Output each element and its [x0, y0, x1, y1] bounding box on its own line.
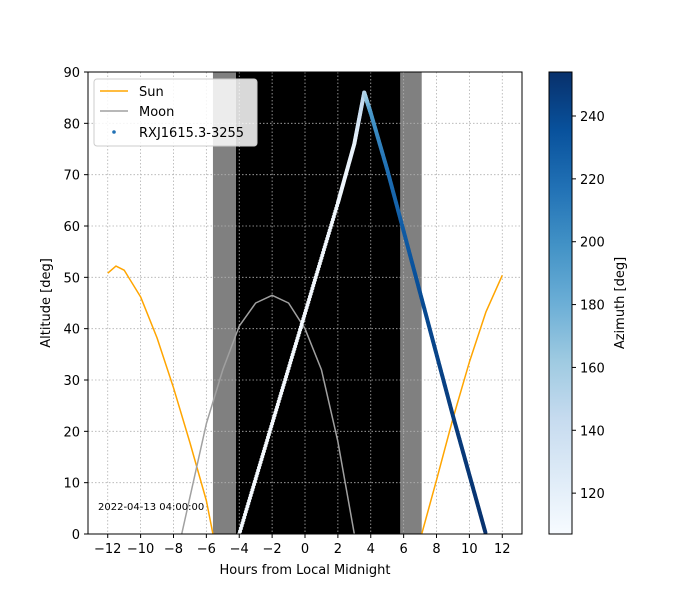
y-tick-label: 70: [63, 169, 80, 184]
colorbar-ticks: 120 140 160 180 200 220 240: [572, 110, 605, 502]
x-tick-label: −2: [263, 542, 282, 557]
series-layer: [107, 90, 503, 534]
colorbar-tick-label: 120: [580, 487, 605, 502]
x-tick-label: 10: [461, 542, 478, 557]
series-line-moon: [180, 294, 356, 534]
date-annotation: 2022-04-13 04:00:00: [98, 502, 204, 513]
data-point: [483, 530, 488, 534]
series-line-sun: [107, 265, 214, 534]
colorbar-tick-label: 160: [580, 361, 605, 376]
x-tick-label: 0: [301, 542, 309, 557]
y-tick-label: 90: [63, 66, 80, 81]
plot-area: [87, 71, 523, 535]
colorbar: 120 140 160 180 200 220 240 Azimuth [deg]: [548, 71, 628, 535]
legend-sun-label: Sun: [139, 85, 164, 100]
legend: Sun Moon RXJ1615.3-3255: [93, 78, 258, 147]
colorbar-tick-label: 240: [580, 110, 605, 125]
series-line-sun: [420, 274, 503, 534]
y-tick-label: 30: [63, 374, 80, 389]
y-axis-ticks: 0 10 20 30 40 50 60 70 80 90: [63, 66, 88, 543]
colorbar-gradient: [548, 71, 573, 535]
colorbar-tick-label: 200: [580, 236, 605, 251]
x-tick-label: −4: [230, 542, 249, 557]
x-tick-label: −10: [127, 542, 154, 557]
x-tick-label: 4: [367, 542, 375, 557]
y-tick-label: 10: [63, 477, 80, 492]
x-tick-label: 6: [399, 542, 407, 557]
colorbar-tick-label: 180: [580, 299, 605, 314]
legend-target-label: RXJ1615.3-3255: [139, 126, 244, 141]
colorbar-tick-label: 220: [580, 173, 605, 188]
colorbar-label: Azimuth [deg]: [613, 257, 628, 349]
x-tick-label: 8: [432, 542, 440, 557]
x-tick-label: −12: [94, 542, 121, 557]
series-points-target: [237, 90, 488, 534]
y-tick-label: 80: [63, 117, 80, 132]
x-tick-label: 2: [334, 542, 342, 557]
twilight-band: [212, 72, 236, 534]
x-axis-label: Hours from Local Midnight: [220, 563, 391, 578]
colorbar-tick-label: 140: [580, 424, 605, 439]
x-tick-label: −8: [164, 542, 183, 557]
legend-box: [93, 78, 258, 147]
y-tick-label: 20: [63, 425, 80, 440]
legend-moon-label: Moon: [139, 105, 174, 120]
y-axis-label: Altitude [deg]: [39, 258, 54, 348]
grid-lines: [88, 71, 522, 535]
x-tick-label: −6: [197, 542, 216, 557]
y-tick-label: 60: [63, 220, 80, 235]
twilight-band: [400, 72, 422, 534]
x-tick-label: 12: [494, 542, 511, 557]
legend-target-swatch: [112, 130, 116, 134]
y-tick-label: 0: [72, 528, 80, 543]
x-axis-ticks: −12 −10 −8 −6 −4 −2 0 2 4 6 8 10 12: [94, 534, 511, 557]
y-tick-label: 40: [63, 323, 80, 338]
y-tick-label: 50: [63, 271, 80, 286]
